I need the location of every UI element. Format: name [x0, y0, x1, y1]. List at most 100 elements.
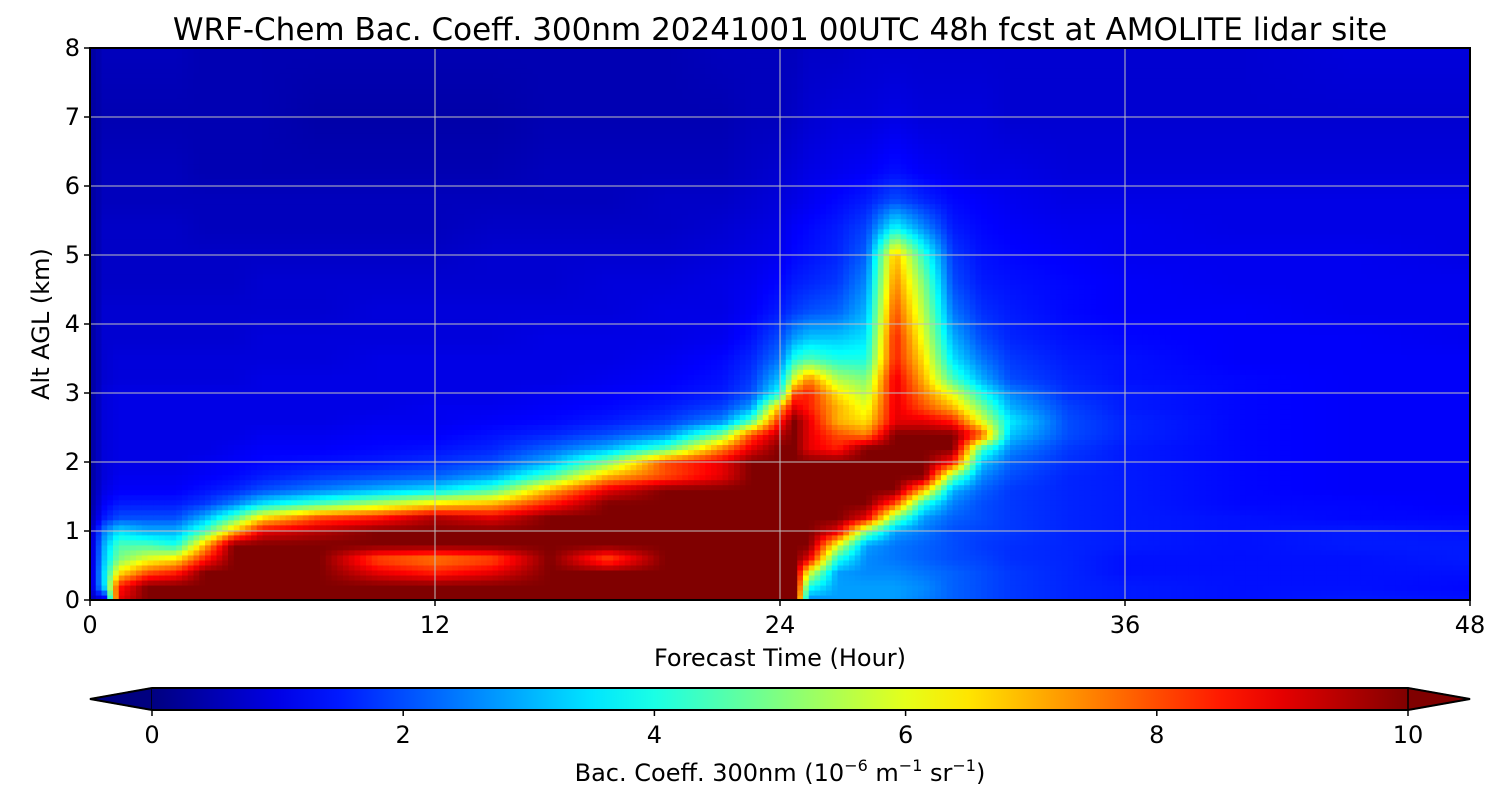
heatmap-cell	[1263, 510, 1269, 516]
heatmap-cell	[567, 570, 573, 576]
heatmap-cell	[677, 555, 683, 561]
heatmap-cell	[320, 495, 326, 501]
heatmap-cell	[1309, 570, 1315, 576]
heatmap-cell	[711, 565, 717, 571]
heatmap-cell	[464, 565, 470, 571]
heatmap-cell	[924, 535, 930, 541]
heatmap-cell	[642, 505, 648, 511]
heatmap-cell	[1206, 585, 1212, 591]
heatmap-cell	[585, 580, 591, 586]
heatmap-cell	[694, 535, 700, 541]
heatmap-cell	[337, 520, 343, 526]
heatmap-cell	[1315, 545, 1321, 551]
heatmap-cell	[1194, 560, 1200, 566]
heatmap-cell	[1298, 510, 1304, 516]
heatmap-cell	[148, 505, 154, 511]
heatmap-cell	[176, 515, 182, 521]
heatmap-cell	[1217, 560, 1223, 566]
heatmap-cell	[832, 510, 838, 516]
heatmap-cell	[855, 555, 861, 561]
heatmap-cell	[130, 495, 136, 501]
heatmap-cell	[573, 580, 579, 586]
heatmap-cell	[849, 500, 855, 506]
heatmap-cell	[849, 565, 855, 571]
heatmap-cell	[176, 565, 182, 571]
heatmap-cell	[1275, 505, 1281, 511]
heatmap-cell	[1102, 555, 1108, 561]
heatmap-cell	[337, 570, 343, 576]
heatmap-cell	[717, 510, 723, 516]
heatmap-cell	[613, 560, 619, 566]
heatmap-cell	[441, 510, 447, 516]
heatmap-cell	[1413, 570, 1419, 576]
heatmap-cell	[424, 505, 430, 511]
heatmap-cell	[159, 580, 165, 586]
heatmap-cell	[274, 515, 280, 521]
heatmap-cell	[1326, 575, 1332, 581]
heatmap-cell	[452, 570, 458, 576]
heatmap-cell	[728, 505, 734, 511]
heatmap-cell	[240, 575, 246, 581]
heatmap-cell	[130, 505, 136, 511]
heatmap-cell	[1447, 515, 1453, 521]
heatmap-cell	[671, 575, 677, 581]
heatmap-cell	[740, 510, 746, 516]
heatmap-cell	[970, 580, 976, 586]
heatmap-cell	[855, 525, 861, 531]
heatmap-cell	[740, 525, 746, 531]
heatmap-cell	[872, 555, 878, 561]
heatmap-cell	[211, 520, 217, 526]
heatmap-cell	[815, 555, 821, 561]
heatmap-cell	[1344, 510, 1350, 516]
heatmap-cell	[153, 585, 159, 591]
heatmap-cell	[550, 555, 556, 561]
heatmap-cell	[395, 505, 401, 511]
heatmap-cell	[332, 510, 338, 516]
heatmap-cell	[516, 565, 522, 571]
heatmap-cell	[671, 525, 677, 531]
heatmap-cell	[970, 550, 976, 556]
heatmap-cell	[1016, 510, 1022, 516]
heatmap-cell	[1062, 585, 1068, 591]
heatmap-cell	[608, 585, 614, 591]
heatmap-cell	[1171, 585, 1177, 591]
heatmap-cell	[792, 555, 798, 561]
heatmap-cell	[188, 500, 194, 506]
heatmap-cell	[769, 505, 775, 511]
heatmap-cell	[217, 520, 223, 526]
heatmap-cell	[424, 540, 430, 546]
heatmap-cell	[918, 550, 924, 556]
heatmap-cell	[389, 540, 395, 546]
heatmap-cell	[625, 575, 631, 581]
heatmap-cell	[999, 580, 1005, 586]
heatmap-cell	[964, 570, 970, 576]
heatmap-cell	[907, 535, 913, 541]
heatmap-cell	[102, 535, 108, 541]
heatmap-cell	[228, 545, 234, 551]
heatmap-cell	[1407, 505, 1413, 511]
heatmap-cell	[654, 555, 660, 561]
heatmap-cell	[1303, 560, 1309, 566]
heatmap-cell	[435, 540, 441, 546]
heatmap-cell	[1390, 535, 1396, 541]
heatmap-cell	[1252, 500, 1258, 506]
heatmap-cell	[475, 515, 481, 521]
heatmap-cell	[1206, 575, 1212, 581]
heatmap-cell	[780, 555, 786, 561]
heatmap-cell	[1016, 585, 1022, 591]
heatmap-cell	[280, 520, 286, 526]
heatmap-cell	[349, 520, 355, 526]
heatmap-cell	[930, 560, 936, 566]
heatmap-cell	[757, 580, 763, 586]
heatmap-cell	[1114, 565, 1120, 571]
heatmap-cell	[723, 550, 729, 556]
heatmap-cell	[1160, 545, 1166, 551]
heatmap-cell	[372, 505, 378, 511]
heatmap-cell	[533, 560, 539, 566]
heatmap-cell	[953, 500, 959, 506]
heatmap-cell	[1188, 525, 1194, 531]
heatmap-cell	[1045, 515, 1051, 521]
heatmap-cell	[1332, 585, 1338, 591]
heatmap-cell	[199, 535, 205, 541]
heatmap-cell	[1039, 545, 1045, 551]
